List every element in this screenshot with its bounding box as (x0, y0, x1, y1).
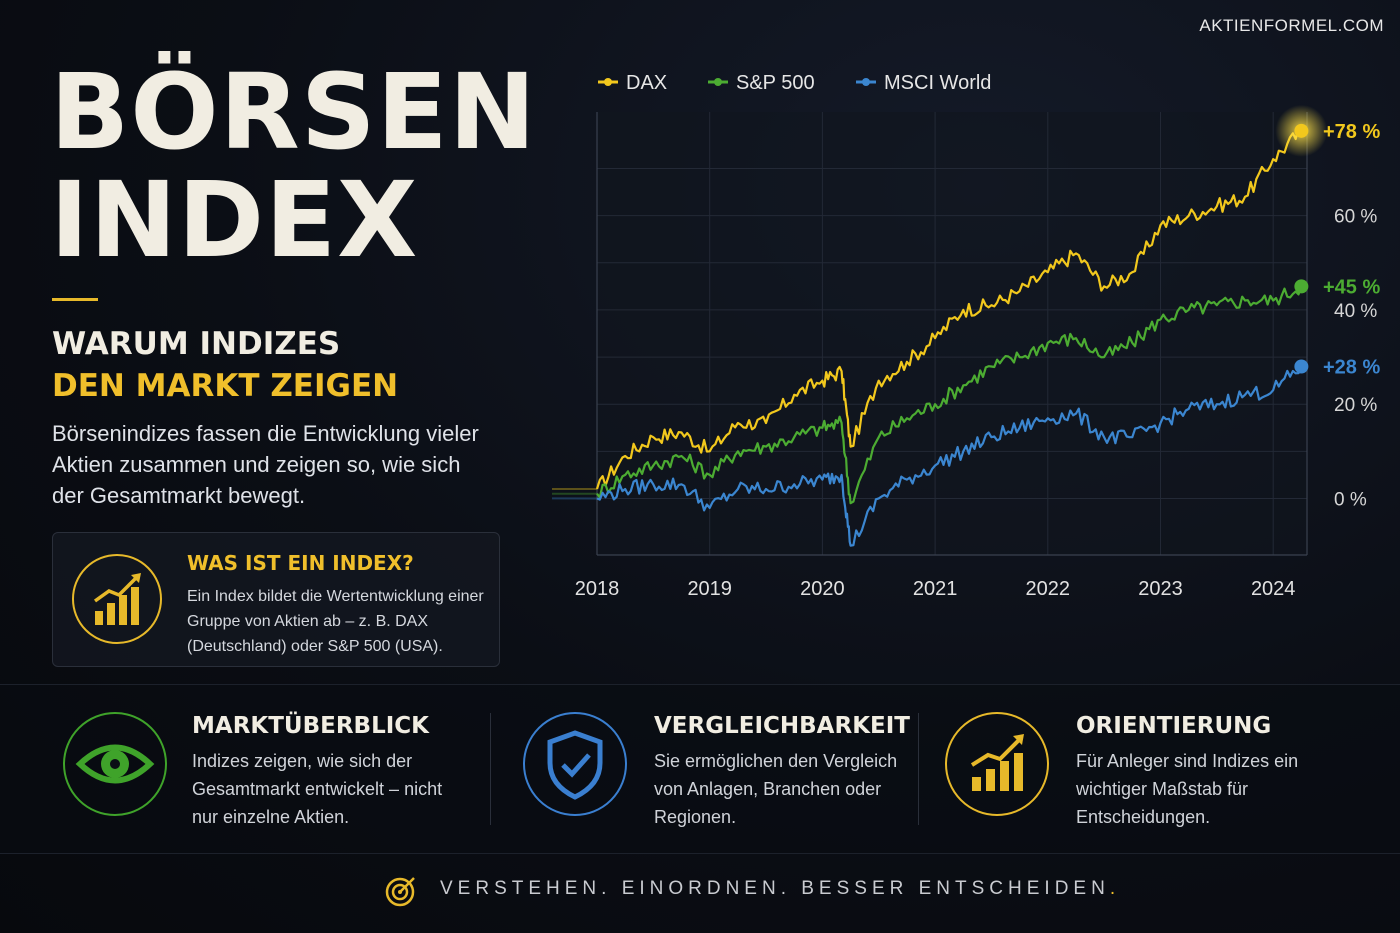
tagline-period: . (1109, 878, 1121, 899)
feature-strip: MARKTÜBERBLICK Indizes zeigen, wie sich … (0, 684, 1400, 854)
page-title: BÖRSEN INDEX (50, 58, 537, 274)
feature-text-market-overview: Indizes zeigen, wie sich der Gesamtmarkt… (192, 751, 443, 827)
tagline: VERSTEHEN. EINORDNEN. BESSER ENTSCHEIDEN… (440, 878, 1120, 900)
growth-chart-icon (72, 554, 162, 644)
chart-end-markers: +78 % +45 % +28 % (1275, 104, 1380, 378)
y-axis-tick-labels: 0 % 20 % 40 % 60 % (1334, 207, 1377, 511)
chart-grid (596, 112, 1307, 555)
feature-divider (490, 713, 491, 825)
info-card: WAS IST EIN INDEX? Ein Index bildet die … (52, 532, 500, 667)
y-tick-label: 60 % (1334, 207, 1377, 228)
chart-axes (596, 112, 1308, 556)
eye-icon (63, 712, 167, 816)
feature-text-comparability: Sie ermöglichen den Vergleich von Anlage… (654, 751, 898, 827)
info-card-title: WAS IST EIN INDEX? (187, 551, 414, 575)
end-value-label: +78 % (1323, 121, 1380, 143)
x-tick-label: 2018 (575, 578, 620, 600)
brand-label: AKTIENFORMEL.COM (1199, 16, 1384, 35)
intro-text: Börsenindizes fassen die Entwicklung vie… (52, 421, 479, 508)
chart-lines (551, 126, 1303, 547)
end-value-label: +45 % (1323, 276, 1380, 298)
chart-legend: DAX S&P 500 MSCI World (598, 72, 991, 94)
title-line-2: INDEX (50, 159, 419, 281)
end-value-label: +28 % (1323, 356, 1380, 378)
y-tick-label: 0 % (1334, 489, 1367, 510)
y-tick-label: 40 % (1334, 301, 1377, 322)
feature-text-orientation: Für Anleger sind Indizes ein wichtiger M… (1076, 751, 1299, 827)
y-tick-label: 20 % (1334, 395, 1377, 416)
feature-title-market-overview: MARKTÜBERBLICK (192, 713, 429, 739)
legend-label: S&P 500 (736, 72, 815, 94)
end-marker (1294, 123, 1309, 138)
legend-dot (714, 78, 722, 86)
target-icon (385, 877, 415, 907)
title-accent-bar (52, 298, 98, 301)
growth-chart-icon (945, 712, 1049, 816)
series-line-s-p-500 (596, 286, 1303, 505)
tagline-text: VERSTEHEN. EINORDNEN. BESSER ENTSCHEIDEN (440, 878, 1110, 899)
feature-title-orientation: ORIENTIERUNG (1076, 713, 1272, 739)
x-tick-label: 2023 (1138, 578, 1183, 600)
subtitle-line-1: WARUM INDIZES (52, 326, 341, 362)
index-performance-chart: +78 % +45 % +28 % 0 % 20 % 40 % 60 % 2018 2019… (551, 72, 1380, 600)
x-tick-label: 2022 (1026, 578, 1071, 600)
series-line-dax (595, 126, 1303, 490)
legend-label: MSCI World (884, 72, 991, 94)
title-line-1: BÖRSEN (50, 51, 537, 173)
x-axis-tick-labels: 2018 2019 2020 2021 2022 2023 2024 (575, 578, 1296, 600)
x-tick-label: 2020 (800, 578, 845, 600)
x-tick-label: 2021 (913, 578, 958, 600)
end-marker (1294, 279, 1309, 294)
legend-dot (862, 78, 870, 86)
legend-label: DAX (626, 72, 667, 94)
feature-title-comparability: VERGLEICHBARKEIT (654, 713, 910, 739)
feature-divider (918, 713, 919, 825)
shield-check-icon (523, 712, 627, 816)
subtitle-line-2: DEN MARKT ZEIGEN (52, 368, 399, 404)
end-marker (1294, 359, 1309, 374)
info-card-text: Ein Index bildet die Wertentwicklung ein… (187, 588, 484, 655)
legend-dot (604, 78, 612, 86)
x-tick-label: 2024 (1251, 578, 1296, 600)
x-tick-label: 2019 (687, 578, 732, 600)
series-line-msci-world (596, 366, 1303, 547)
plot-area (597, 112, 1307, 555)
